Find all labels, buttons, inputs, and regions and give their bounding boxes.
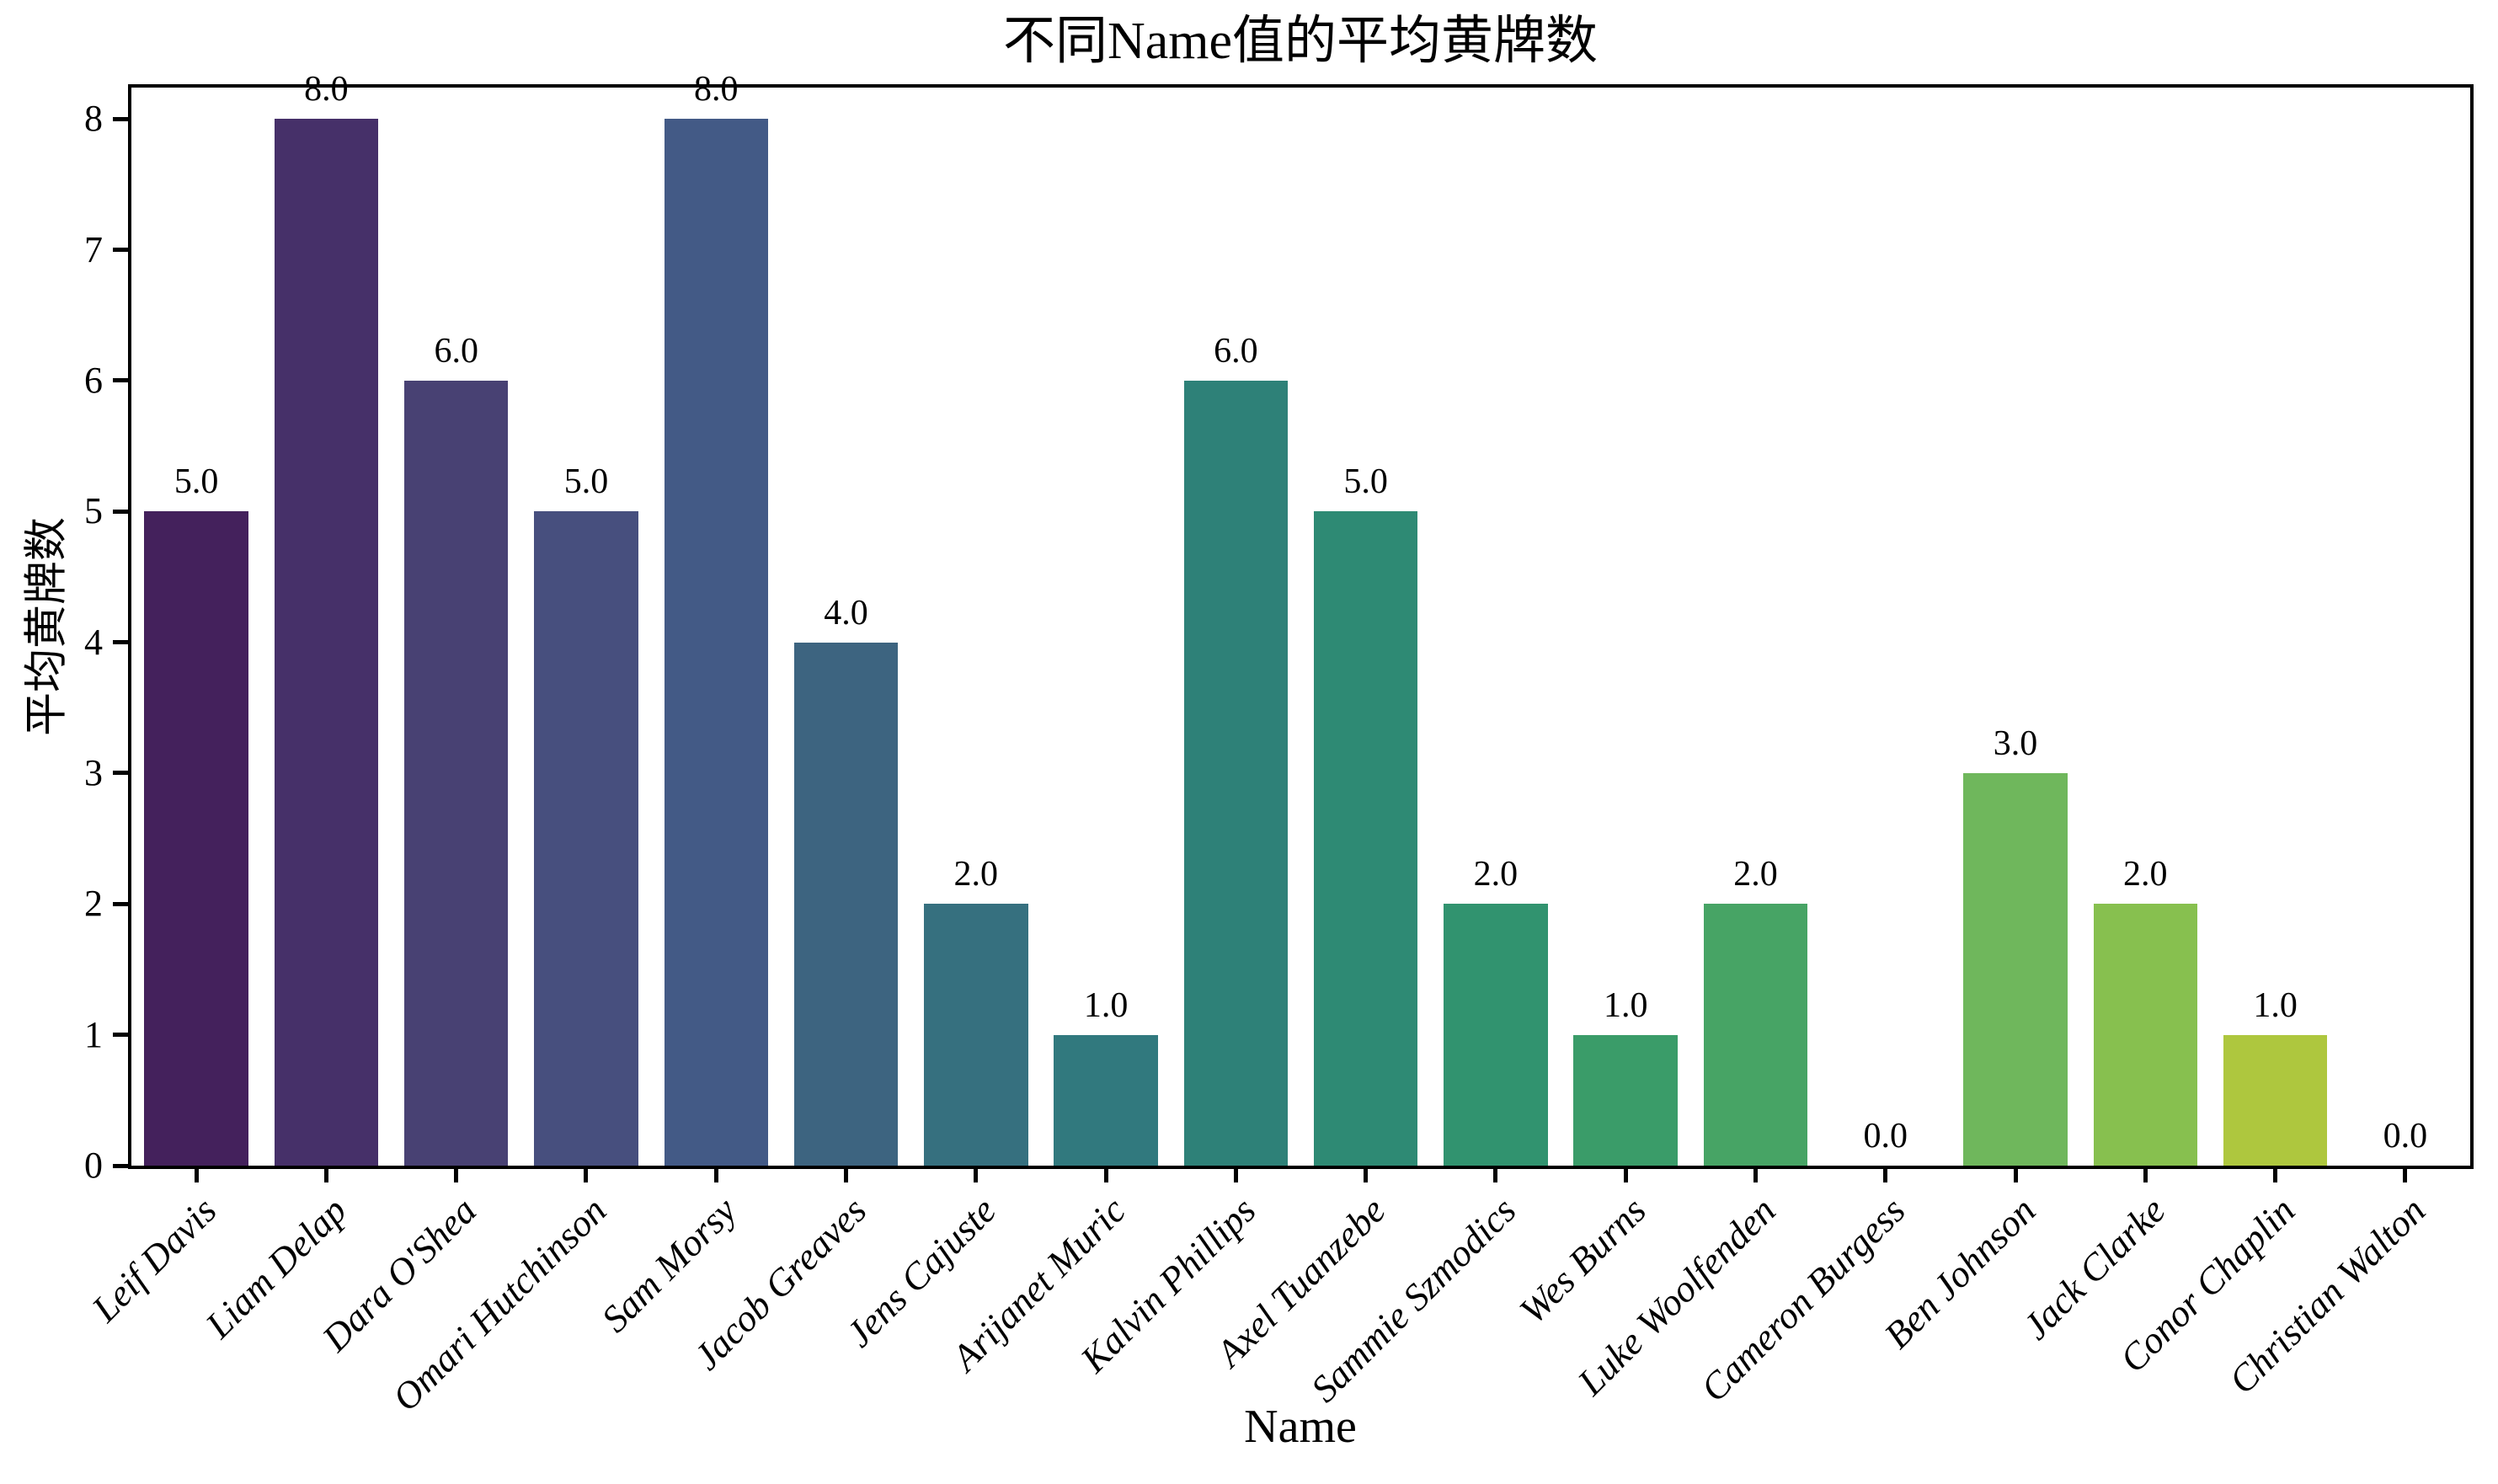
x-tick bbox=[713, 1169, 718, 1182]
y-tick bbox=[113, 901, 128, 906]
bar-liam-delap bbox=[274, 119, 379, 1166]
bar-value-label: 0.0 bbox=[2383, 1117, 2428, 1156]
x-tick bbox=[1753, 1169, 1758, 1182]
x-tick bbox=[844, 1169, 849, 1182]
bar-jack-clarke bbox=[2093, 904, 2198, 1166]
x-tick bbox=[194, 1169, 199, 1182]
y-tick bbox=[113, 1163, 128, 1168]
x-tick-label: Wes Burns bbox=[1510, 1188, 1654, 1332]
bar-omari-hutchinson bbox=[534, 511, 638, 1166]
y-tick-label: 3 bbox=[84, 751, 103, 793]
bar-axel-tuanzebe bbox=[1313, 511, 1418, 1166]
bar-sam-morsy bbox=[664, 119, 768, 1166]
x-tick bbox=[2013, 1169, 2018, 1182]
bar-value-label: 1.0 bbox=[1083, 985, 1129, 1025]
y-tick-label: 8 bbox=[84, 98, 103, 140]
y-tick-label: 7 bbox=[84, 228, 103, 270]
bar-value-label: 8.0 bbox=[304, 70, 349, 109]
x-tick bbox=[454, 1169, 459, 1182]
bar-luke-woolfenden bbox=[1703, 904, 1808, 1166]
bar-conor-chaplin bbox=[2223, 1034, 2328, 1166]
bar-dara-o-shea bbox=[403, 380, 509, 1166]
bar-value-label: 0.0 bbox=[1863, 1117, 1908, 1156]
y-tick-label: 5 bbox=[84, 490, 103, 532]
x-tick bbox=[974, 1169, 979, 1182]
x-tick bbox=[1103, 1169, 1108, 1182]
bar-value-label: 6.0 bbox=[434, 331, 478, 371]
bar-value-label: 2.0 bbox=[1733, 855, 1778, 894]
x-tick bbox=[1233, 1169, 1238, 1182]
y-tick-label: 2 bbox=[84, 883, 103, 925]
x-tick bbox=[1883, 1169, 1888, 1182]
bar-ben-johnson bbox=[1963, 772, 2068, 1166]
x-tick bbox=[2273, 1169, 2278, 1182]
y-tick bbox=[113, 640, 128, 645]
y-tick-label: 1 bbox=[84, 1013, 103, 1055]
bar-kalvin-phillips bbox=[1183, 380, 1289, 1166]
bar-value-label: 2.0 bbox=[953, 855, 999, 894]
chart-title: 不同Name值的平均黄牌数 bbox=[1002, 13, 1599, 70]
bar-value-label: 2.0 bbox=[2123, 855, 2168, 894]
bar-value-label: 1.0 bbox=[1603, 985, 1648, 1025]
x-tick bbox=[323, 1169, 328, 1182]
bar-value-label: 6.0 bbox=[1214, 331, 1258, 371]
bar-value-label: 5.0 bbox=[563, 462, 609, 502]
x-tick bbox=[1364, 1169, 1369, 1182]
x-tick-label: Leif Davis bbox=[83, 1188, 225, 1330]
x-tick bbox=[2403, 1169, 2408, 1182]
bar-value-label: 1.0 bbox=[2253, 985, 2298, 1025]
bar-value-label: 2.0 bbox=[1473, 855, 1519, 894]
x-axis-label: Name bbox=[1244, 1401, 1357, 1453]
bar-value-label: 4.0 bbox=[824, 593, 868, 633]
bar-sammie-szmodics bbox=[1444, 904, 1548, 1166]
y-tick bbox=[113, 509, 128, 514]
bar-leif-davis bbox=[144, 511, 248, 1166]
bar-jens-cajuste bbox=[924, 904, 1028, 1166]
y-tick bbox=[113, 248, 128, 253]
bar-jacob-greaves bbox=[793, 642, 899, 1166]
x-tick bbox=[1623, 1169, 1628, 1182]
y-tick-label: 4 bbox=[84, 621, 103, 663]
bar-wes-burns bbox=[1573, 1034, 1678, 1166]
y-tick-label: 6 bbox=[84, 359, 103, 401]
bar-value-label: 3.0 bbox=[1993, 723, 2038, 763]
bar-value-label: 5.0 bbox=[173, 462, 219, 502]
y-tick bbox=[113, 378, 128, 383]
y-tick bbox=[113, 116, 128, 121]
bar-value-label: 8.0 bbox=[694, 70, 739, 109]
bar-arijanet-muric bbox=[1054, 1034, 1158, 1166]
y-tick-label: 0 bbox=[84, 1145, 103, 1186]
y-tick bbox=[113, 771, 128, 776]
bar-value-label: 5.0 bbox=[1343, 462, 1388, 502]
x-tick bbox=[2143, 1169, 2148, 1182]
plot-area: 5.0 8.0 6.0 5.0 8.0 4.0 2.0 1.0 6.0 5.0 2.0 1.0 2.0 0… bbox=[128, 72, 2474, 1169]
x-tick bbox=[1493, 1169, 1498, 1182]
y-tick bbox=[113, 1033, 128, 1038]
x-tick bbox=[584, 1169, 589, 1182]
